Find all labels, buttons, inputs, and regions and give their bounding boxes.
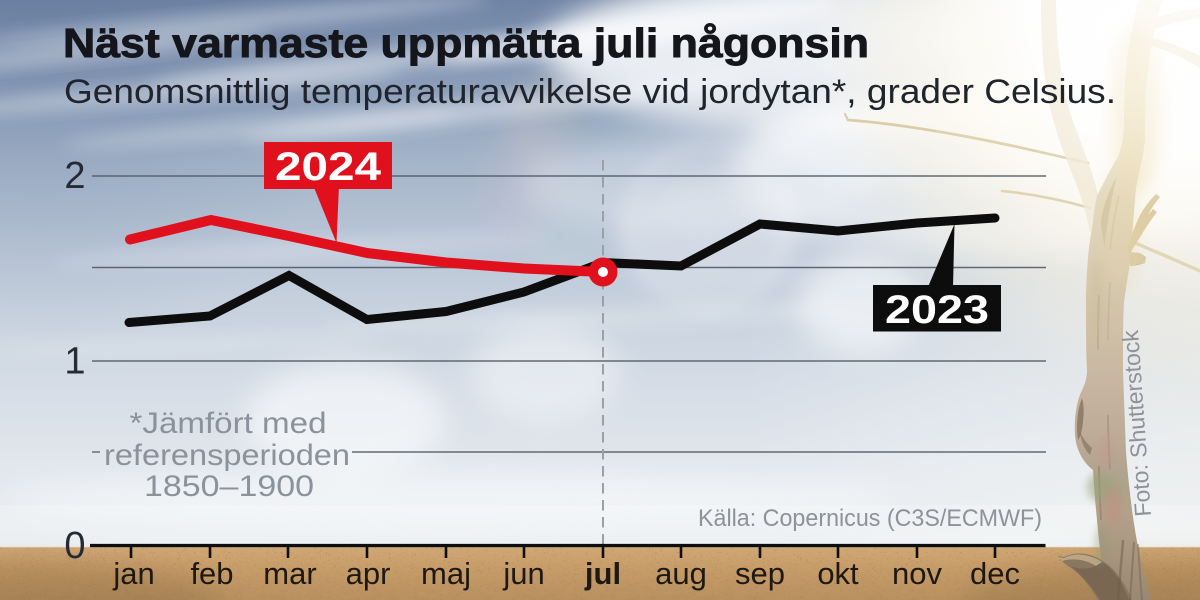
svg-text:jun: jun — [502, 556, 544, 591]
svg-text:*Jämfört med: *Jämfört med — [130, 407, 327, 440]
svg-text:jan: jan — [112, 556, 154, 591]
svg-text:referensperioden: referensperioden — [104, 439, 350, 472]
svg-text:aug: aug — [655, 556, 707, 591]
svg-text:1: 1 — [64, 341, 85, 383]
svg-text:Källa: Copernicus (C3S/ECMWF): Källa: Copernicus (C3S/ECMWF) — [698, 505, 1042, 532]
svg-text:nov: nov — [892, 556, 942, 591]
svg-text:jul: jul — [584, 556, 621, 591]
svg-text:dec: dec — [970, 556, 1020, 591]
svg-text:maj: maj — [421, 556, 471, 591]
svg-text:2023: 2023 — [885, 288, 989, 332]
svg-text:okt: okt — [817, 556, 859, 591]
svg-text:Genomsnittlig temperaturavvike: Genomsnittlig temperaturavvikelse vid jo… — [64, 73, 1116, 111]
svg-text:2: 2 — [64, 155, 85, 197]
svg-text:2024: 2024 — [275, 145, 381, 189]
svg-text:1850–1900: 1850–1900 — [144, 470, 314, 503]
svg-text:sep: sep — [735, 556, 785, 591]
svg-text:apr: apr — [346, 556, 391, 591]
svg-text:feb: feb — [190, 556, 233, 591]
svg-text:mar: mar — [263, 556, 316, 591]
svg-text:0: 0 — [64, 525, 85, 567]
svg-text:Näst varmaste uppmätta juli nå: Näst varmaste uppmätta juli någonsin — [63, 20, 869, 66]
